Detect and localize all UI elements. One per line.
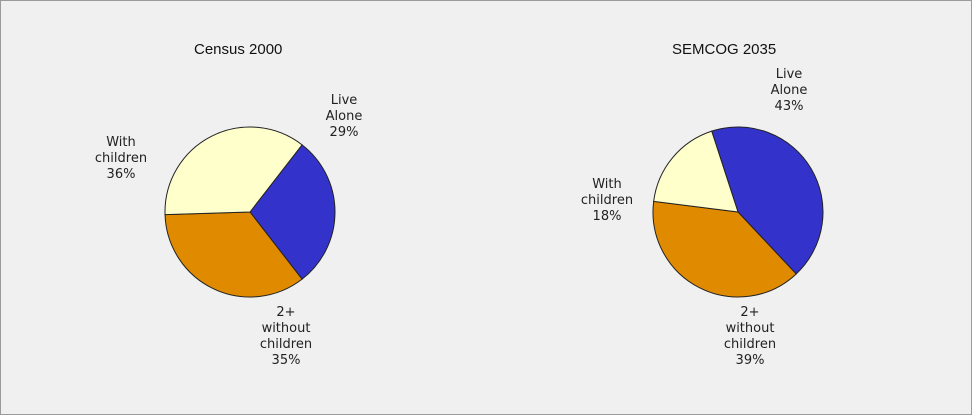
semcog-2035-live-alone-slice <box>711 126 824 275</box>
census-2000-live-alone-label: Live Alone 29% <box>325 93 363 140</box>
census-2000-with-children-label: With children 36% <box>94 135 148 182</box>
chart-title-census-2000: Census 2000 <box>194 41 283 58</box>
census-2000-live-alone-slice <box>249 144 336 280</box>
census-2000-2plus-without-children-label: 2+ without children 35% <box>259 305 313 368</box>
semcog-2035-with-children-label: With children 18% <box>580 177 634 224</box>
semcog-2035-live-alone-label: Live Alone 43% <box>770 67 808 114</box>
census-2000-with-children-slice <box>164 126 303 216</box>
semcog-2035-2plus-without-children-label: 2+ without children 39% <box>723 305 777 368</box>
census-2000-2plus-without-children-slice <box>164 211 303 298</box>
semcog-2035-with-children-slice <box>653 130 739 213</box>
chart-title-semcog-2035: SEMCOG 2035 <box>672 41 777 58</box>
semcog-2035-2plus-without-children-slice <box>652 200 797 298</box>
